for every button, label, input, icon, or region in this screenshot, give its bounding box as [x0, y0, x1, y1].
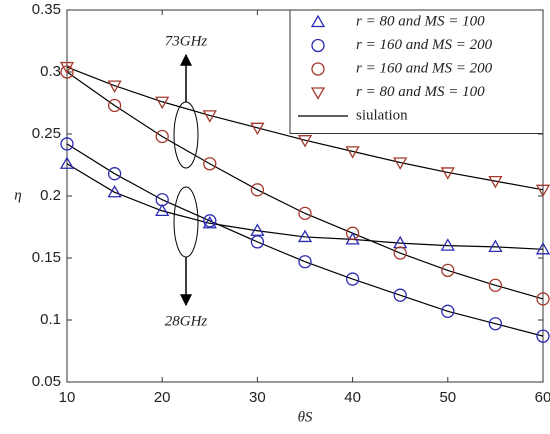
- data-point: [155, 193, 169, 207]
- data-point: [536, 329, 550, 343]
- data-point: [107, 184, 122, 198]
- data-point: [60, 65, 74, 79]
- data-point: [440, 167, 455, 180]
- legend-label: r = 160 and MS = 200: [356, 37, 493, 53]
- y-tick-label: 0.05: [32, 373, 61, 390]
- data-point: [393, 288, 407, 302]
- y-tick-label: 0.3: [40, 63, 61, 80]
- legend-box: [289, 9, 544, 134]
- ellipse: [173, 186, 199, 258]
- sim-line: [66, 143, 544, 337]
- sim-line: [66, 163, 544, 250]
- data-point: [203, 214, 217, 228]
- ellipse: [173, 101, 199, 169]
- data-point: [298, 206, 312, 221]
- y-tick-label: 0.15: [32, 249, 61, 266]
- data-point: [203, 157, 217, 171]
- data-point: [441, 263, 455, 278]
- x-tick-label: 60: [535, 389, 550, 406]
- data-point: [345, 146, 360, 159]
- data-point: [155, 96, 170, 110]
- data-point: [297, 135, 313, 148]
- data-point: [250, 223, 265, 236]
- sim-line: [66, 71, 544, 300]
- x-tick-label: 50: [439, 389, 456, 406]
- data-point: [536, 292, 550, 306]
- x-tick-label: 30: [249, 389, 266, 406]
- data-point: [59, 156, 75, 169]
- legend-marker: [310, 14, 326, 28]
- data-point: [107, 167, 122, 181]
- data-point: [488, 175, 503, 189]
- data-point: [297, 229, 313, 243]
- legend-label: r = 80 and MS = 100: [356, 84, 485, 100]
- data-point: [440, 238, 455, 251]
- legend-marker: [311, 62, 325, 76]
- annotation: 73GHz: [165, 33, 208, 49]
- y-tick-label: 0.25: [32, 125, 61, 142]
- y-tick-label: 0.2: [40, 187, 61, 204]
- data-point: [535, 242, 550, 255]
- data-point: [250, 183, 265, 197]
- data-point: [107, 80, 122, 93]
- data-point: [107, 98, 122, 113]
- data-point: [202, 110, 217, 123]
- x-tick-label: 20: [154, 389, 171, 406]
- legend-marker: [311, 38, 325, 53]
- y-axis-label: η: [14, 187, 21, 203]
- data-point: [345, 226, 360, 240]
- data-point: [60, 137, 74, 151]
- y-tick-label: 0.1: [40, 311, 61, 328]
- legend-marker: [310, 87, 326, 100]
- data-point: [393, 246, 407, 260]
- data-point: [488, 278, 503, 292]
- data-point: [250, 122, 265, 136]
- data-point: [535, 184, 550, 198]
- legend-label: r = 80 and MS = 100: [356, 13, 485, 29]
- data-point: [155, 129, 169, 144]
- annotation: 28GHz: [165, 313, 208, 329]
- legend-label: r = 160 and MS = 200: [356, 60, 493, 76]
- data-point: [488, 317, 503, 331]
- data-point: [59, 61, 75, 75]
- x-axis-label: θS: [298, 409, 313, 425]
- x-tick-label: 10: [59, 389, 76, 406]
- data-point: [393, 157, 408, 170]
- legend-label: siulation: [356, 107, 408, 123]
- data-point: [345, 272, 360, 286]
- data-point: [441, 304, 455, 318]
- x-tick-label: 40: [344, 389, 361, 406]
- y-tick-label: 0.35: [32, 1, 61, 18]
- data-point: [250, 235, 265, 249]
- sim-line: [66, 66, 544, 191]
- data-point: [488, 239, 503, 252]
- data-point: [298, 255, 312, 269]
- data-point: [155, 203, 170, 217]
- data-point: [202, 215, 217, 229]
